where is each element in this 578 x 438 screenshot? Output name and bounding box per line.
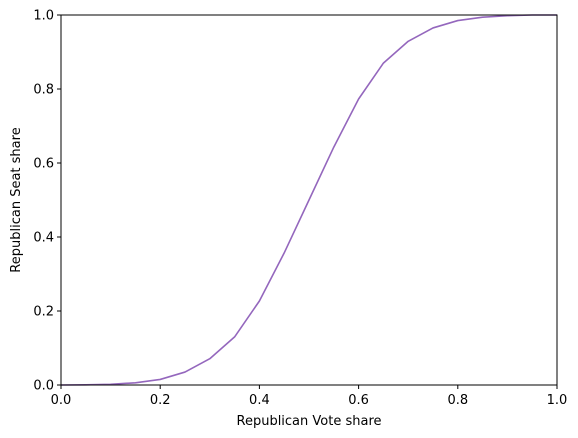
y-tick-label: 0.6 <box>33 157 54 172</box>
plot-frame <box>60 14 558 386</box>
y-tick-label: 0.4 <box>33 231 54 246</box>
x-tick-label: 0.6 <box>348 393 369 408</box>
series-layer <box>60 14 557 386</box>
x-tick-label: 0.0 <box>51 393 72 408</box>
y-tick-label: 1.0 <box>33 9 54 24</box>
x-tick-label: 1.0 <box>547 393 568 408</box>
y-axis: 0.0 0.2 0.4 0.6 0.8 1.0 <box>33 9 61 394</box>
x-axis: 0.0 0.2 0.4 0.6 0.8 1.0 <box>51 385 568 408</box>
y-tick-label: 0.8 <box>33 83 54 98</box>
y-tick-label: 0.2 <box>33 305 54 320</box>
x-tick-label: 0.2 <box>150 393 171 408</box>
y-tick-label: 0.0 <box>33 379 54 394</box>
x-axis-label: Republican Vote share <box>237 414 382 429</box>
x-tick-label: 0.4 <box>249 393 270 408</box>
x-tick-label: 0.8 <box>447 393 468 408</box>
series-line-0 <box>60 14 557 386</box>
y-axis-label: Republican Seat share <box>9 127 24 272</box>
